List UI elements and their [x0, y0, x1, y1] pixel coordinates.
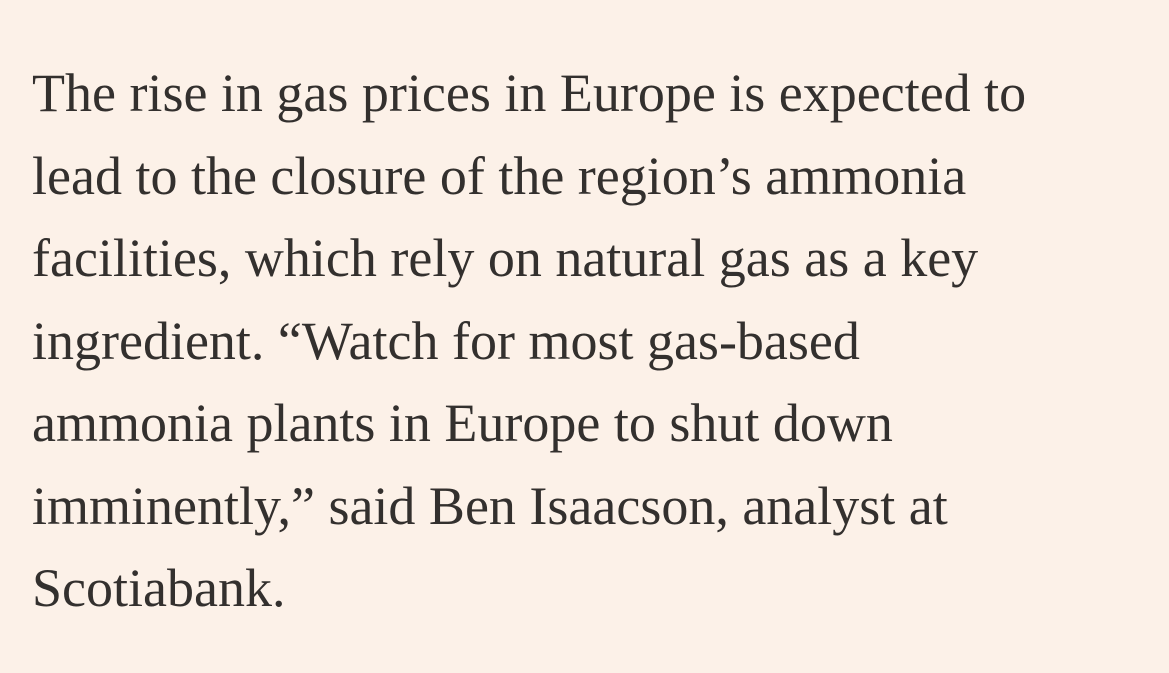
- text-line: Scotiabank.: [32, 558, 286, 618]
- text-line: facilities, which rely on natural gas as…: [32, 228, 979, 288]
- article-paragraph: The rise in gas prices in Europe is expe…: [32, 52, 1026, 630]
- text-line: imminently,” said Ben Isaacson, analyst …: [32, 475, 948, 536]
- text-line: The rise in gas prices in Europe is expe…: [32, 63, 1027, 123]
- text-line: lead to the closure of the region’s ammo…: [32, 145, 967, 206]
- text-line: ammonia plants in Europe to shut down: [32, 393, 893, 453]
- text-line: ingredient. “Watch for most gas-based: [32, 310, 860, 371]
